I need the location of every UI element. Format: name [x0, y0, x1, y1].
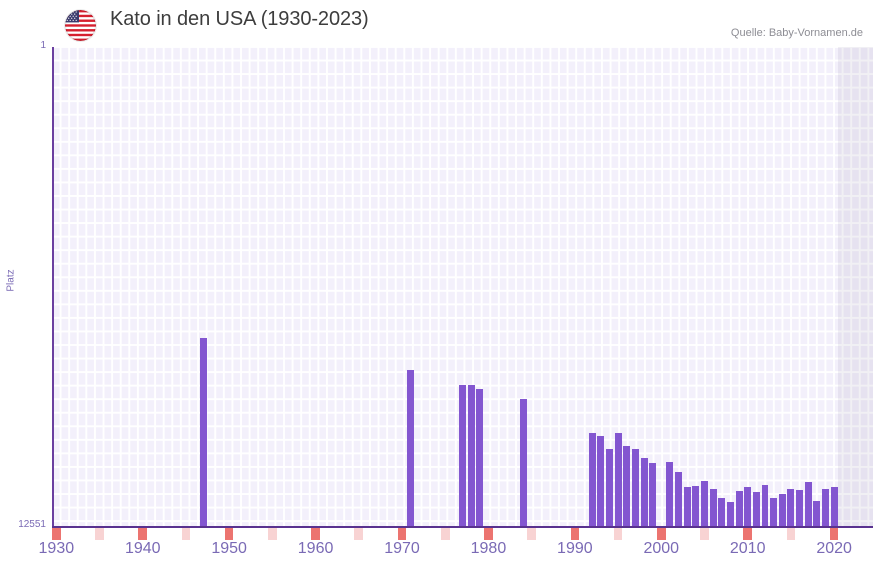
bar[interactable] [459, 384, 467, 527]
bar[interactable] [787, 489, 795, 527]
x-tick-major [743, 528, 752, 540]
x-axis-label: 2000 [643, 540, 680, 557]
bar[interactable] [813, 500, 821, 527]
bar-series [52, 47, 873, 527]
x-tick-major [484, 528, 493, 540]
bar[interactable] [588, 433, 596, 527]
x-tick-major [52, 528, 61, 540]
bar[interactable] [199, 337, 207, 527]
x-tick-major [138, 528, 148, 540]
source-attribution: Quelle: Baby-Vornamen.de [730, 27, 863, 39]
x-tick-major [829, 528, 839, 540]
bar[interactable] [605, 448, 613, 527]
x-axis-label: 2010 [729, 540, 766, 557]
plot-area [52, 47, 873, 527]
y-axis-tick-top: 1 [40, 40, 46, 51]
bar[interactable] [519, 399, 527, 527]
x-axis-label: 1990 [557, 540, 593, 557]
bar[interactable] [683, 487, 691, 527]
x-tick-major [570, 528, 580, 540]
bar[interactable] [476, 388, 484, 527]
x-axis-label: 1950 [211, 540, 247, 557]
page-title: Kato in den USA (1930-2023) [110, 8, 369, 30]
bar[interactable] [614, 433, 622, 527]
x-tick-minor [786, 528, 796, 540]
x-tick-major [656, 528, 666, 540]
x-axis-label: 1970 [384, 540, 420, 557]
bar[interactable] [666, 462, 674, 527]
x-tick-minor [95, 528, 104, 540]
bar[interactable] [701, 481, 708, 527]
x-axis-labels: 1930 1940 1950 1960 1970 1980 1990 2000 2010 2020 [0, 540, 873, 567]
bar[interactable] [597, 436, 605, 527]
us-flag-icon [65, 10, 96, 41]
bar[interactable] [735, 491, 743, 527]
x-tick-minor [440, 528, 450, 540]
bar[interactable] [631, 449, 639, 527]
x-tick-minor [354, 528, 364, 540]
x-axis-line [52, 526, 873, 528]
bar[interactable] [796, 489, 804, 527]
x-tick-minor [700, 528, 709, 540]
y-axis-title: Platz [5, 269, 17, 292]
y-axis-line [52, 47, 54, 528]
bar[interactable] [649, 462, 657, 527]
x-tick-major [224, 528, 234, 540]
bar[interactable] [726, 502, 734, 527]
bar[interactable] [778, 494, 786, 527]
x-tick-minor [268, 528, 277, 540]
x-axis-label: 1960 [297, 540, 334, 557]
bar[interactable] [761, 484, 769, 527]
chart-header: Kato in den USA (1930-2023) Quelle: Baby… [0, 0, 873, 47]
bar[interactable] [718, 498, 726, 527]
bar[interactable] [744, 487, 752, 527]
bar[interactable] [752, 491, 760, 527]
bar[interactable] [467, 384, 475, 527]
x-axis-label: 1940 [124, 540, 161, 557]
x-axis-label: 2020 [816, 540, 852, 557]
x-tick-major [397, 528, 407, 540]
x-axis-label: 1980 [470, 540, 507, 557]
bar[interactable] [692, 486, 700, 527]
x-tick-minor [613, 528, 623, 540]
bar[interactable] [830, 486, 838, 527]
bar[interactable] [623, 445, 631, 527]
bar[interactable] [770, 498, 778, 527]
x-axis-ticks [52, 528, 873, 540]
bar[interactable] [709, 489, 717, 527]
x-tick-major [311, 528, 320, 540]
bar[interactable] [804, 482, 812, 527]
bar[interactable] [640, 458, 648, 527]
x-tick-minor [527, 528, 536, 540]
bar[interactable] [675, 472, 683, 527]
x-axis-label: 1930 [38, 540, 75, 557]
y-axis-tick-bottom: 12551 [18, 519, 46, 530]
future-shaded-region [838, 47, 873, 527]
bar[interactable] [822, 489, 829, 527]
x-tick-minor [181, 528, 191, 540]
bar[interactable] [407, 370, 415, 527]
